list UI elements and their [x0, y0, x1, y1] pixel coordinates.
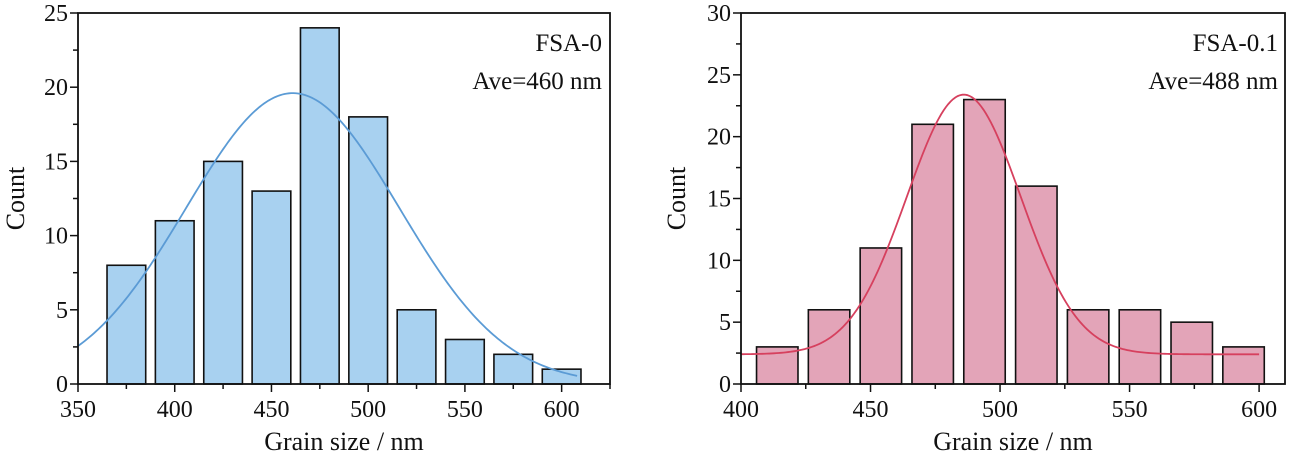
histogram-bar: [251, 190, 292, 385]
x-axis-label: Grain size / nm: [933, 427, 1093, 456]
histogram-bar: [911, 123, 955, 385]
y-tick-label: 5: [719, 310, 731, 336]
average-size-label: Ave=488 nm: [1148, 68, 1278, 95]
sample-name-label: FSA-0.1: [1193, 30, 1278, 57]
x-tick-label: 350: [60, 397, 96, 423]
y-tick-label: 0: [56, 372, 68, 398]
histogram-bar: [859, 247, 903, 385]
histogram-bar: [1066, 308, 1110, 385]
histogram-bar: [444, 338, 486, 385]
y-tick-label: 15: [707, 187, 731, 213]
x-tick-label: 400: [157, 397, 193, 423]
y-tick-label: 30: [707, 1, 731, 27]
x-tick-label: 550: [1112, 397, 1148, 423]
histogram-bar: [396, 308, 437, 385]
histogram-bar: [962, 98, 1007, 385]
histogram-bar: [1222, 346, 1266, 385]
x-tick-label: 550: [447, 397, 483, 423]
chart-fsa-0-1: 400 450 500 550 600 0 5 10 15 20 25 30 Grain size / …: [662, 1, 1286, 456]
chart-fsa-0: 350 400 450 500 550 600 0 5 10 15 20 25 Grain size /…: [1, 1, 611, 456]
x-tick-label: 500: [982, 397, 1018, 423]
histogram-bar: [348, 116, 389, 385]
y-tick-label: 15: [44, 149, 68, 175]
average-size-label: Ave=460 nm: [472, 68, 602, 95]
histogram-bar: [807, 308, 851, 385]
histogram-bar: [1014, 185, 1058, 385]
y-tick-label: 20: [44, 75, 68, 101]
x-tick-label: 400: [723, 397, 759, 423]
histogram-bar: [202, 160, 244, 385]
x-tick-label: 450: [253, 397, 289, 423]
y-tick-label: 20: [707, 125, 731, 151]
histogram-bar: [299, 27, 340, 385]
x-axis-label: Grain size / nm: [264, 427, 424, 456]
y-tick-label: 25: [707, 63, 731, 89]
x-tick-label: 500: [350, 397, 386, 423]
y-tick-label: 5: [56, 298, 68, 324]
x-tick-label: 600: [544, 397, 580, 423]
fit-curve: [77, 92, 578, 377]
y-tick-label: 10: [44, 224, 68, 250]
y-axis-label: Count: [1, 166, 30, 230]
y-axis-label: Count: [662, 166, 691, 230]
histogram-bar: [1170, 321, 1214, 385]
y-tick-label: 10: [707, 248, 731, 274]
histogram-bar: [106, 264, 147, 385]
x-tick-label: 600: [1241, 397, 1277, 423]
histogram-bar: [154, 219, 195, 385]
y-tick-label: 25: [44, 1, 68, 27]
y-tick-label: 0: [719, 372, 731, 398]
sample-name-label: FSA-0: [535, 30, 602, 57]
x-tick-label: 450: [853, 397, 889, 423]
fit-curve: [740, 93, 1260, 356]
histogram-bar: [1118, 308, 1162, 385]
